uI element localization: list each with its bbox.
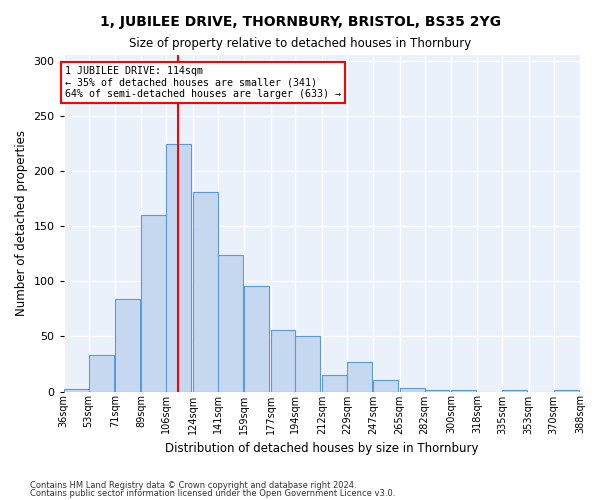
- X-axis label: Distribution of detached houses by size in Thornbury: Distribution of detached houses by size …: [165, 442, 479, 455]
- Bar: [295, 336, 320, 392]
- Bar: [502, 390, 527, 392]
- Bar: [400, 388, 425, 392]
- Text: Contains HM Land Registry data © Crown copyright and database right 2024.: Contains HM Land Registry data © Crown c…: [30, 480, 356, 490]
- Bar: [347, 362, 372, 392]
- Bar: [89, 355, 113, 392]
- Bar: [425, 390, 449, 392]
- Text: 1, JUBILEE DRIVE, THORNBURY, BRISTOL, BS35 2YG: 1, JUBILEE DRIVE, THORNBURY, BRISTOL, BS…: [100, 15, 500, 29]
- Text: Size of property relative to detached houses in Thornbury: Size of property relative to detached ho…: [129, 38, 471, 51]
- Text: Contains public sector information licensed under the Open Government Licence v3: Contains public sector information licen…: [30, 489, 395, 498]
- Y-axis label: Number of detached properties: Number of detached properties: [15, 130, 28, 316]
- Bar: [451, 390, 476, 392]
- Bar: [193, 192, 218, 392]
- Text: 1 JUBILEE DRIVE: 114sqm
← 35% of detached houses are smaller (341)
64% of semi-d: 1 JUBILEE DRIVE: 114sqm ← 35% of detache…: [65, 66, 341, 99]
- Bar: [322, 375, 347, 392]
- Bar: [64, 390, 89, 392]
- Bar: [218, 254, 242, 392]
- Bar: [166, 144, 191, 392]
- Bar: [373, 380, 398, 392]
- Bar: [244, 286, 269, 392]
- Bar: [115, 299, 140, 392]
- Bar: [271, 330, 295, 392]
- Bar: [142, 215, 166, 392]
- Bar: [554, 390, 578, 392]
